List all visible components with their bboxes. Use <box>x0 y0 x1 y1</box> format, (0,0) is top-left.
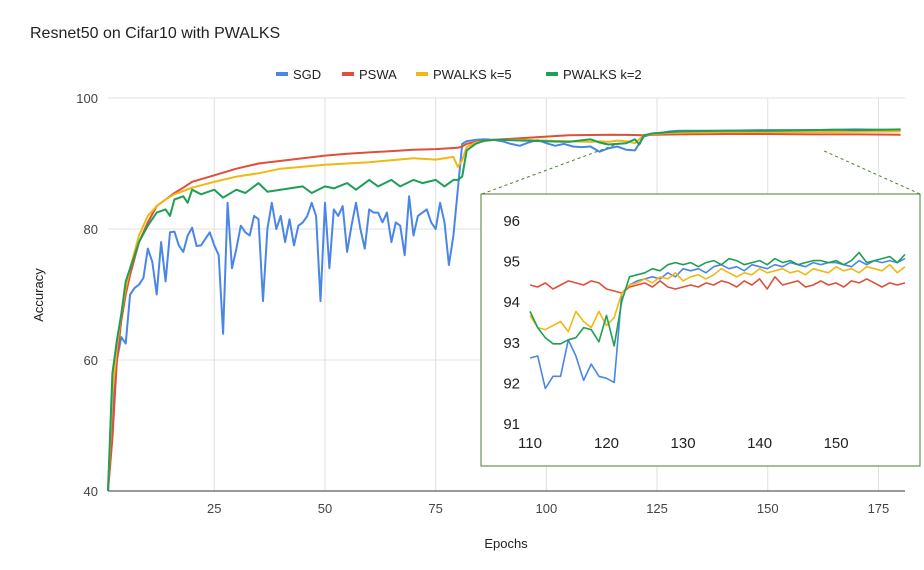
inset-series-line-pswa <box>529 275 906 294</box>
main-tick-labels: 40 60 80 100 25 50 75 100 125 150 175 <box>76 91 889 516</box>
series-line-sgd <box>107 128 901 492</box>
legend-label-sgd: SGD <box>293 67 321 82</box>
chart-title: Resnet50 on Cifar10 with PWALKS <box>30 25 280 42</box>
series-line-pswa <box>107 133 901 492</box>
legend-label-pswa: PSWA <box>359 67 397 82</box>
series-line-pwalks-k-2 <box>107 128 901 492</box>
x-tick-label: 125 <box>646 501 668 516</box>
zoom-connector-left <box>481 142 621 195</box>
inset-y-tick-label: 92 <box>503 375 520 392</box>
inset-x-tick-label: 130 <box>671 435 696 452</box>
inset-series-line-pwalks-k-2 <box>529 251 906 347</box>
inset-y-tick-label: 96 <box>503 213 520 230</box>
x-tick-label: 75 <box>428 501 442 516</box>
inset-x-tick-label: 150 <box>824 435 849 452</box>
x-tick-label: 150 <box>757 501 779 516</box>
inset-zoom-panel <box>480 193 921 467</box>
inset-series-lines <box>529 251 906 390</box>
legend-label-pwalks-k2: PWALKS k=2 <box>563 67 642 82</box>
main-series-lines <box>107 128 901 492</box>
y-tick-label: 80 <box>84 222 98 237</box>
zoom-connector-right <box>821 149 921 195</box>
x-tick-label: 175 <box>868 501 890 516</box>
x-tick-label: 25 <box>207 501 221 516</box>
y-tick-label: 40 <box>84 484 98 499</box>
inset-y-tick-label: 91 <box>503 416 520 433</box>
inset-series-line-pwalks-k-5 <box>529 263 906 333</box>
inset-x-tick-label: 140 <box>747 435 772 452</box>
legend-swatch-pwalks-k5 <box>416 72 428 76</box>
legend-swatch-pwalks-k2 <box>546 72 558 76</box>
legend: SGD PSWA PWALKS k=5 PWALKS k=2 <box>276 67 642 82</box>
x-axis-label: Epochs <box>484 536 528 551</box>
y-tick-label: 100 <box>76 91 98 106</box>
legend-swatch-pswa <box>342 72 354 76</box>
inset-y-tick-label: 93 <box>503 335 520 352</box>
inset-y-tick-label: 95 <box>503 254 520 271</box>
x-tick-label: 50 <box>318 501 332 516</box>
inset-tick-labels: 91 92 93 94 95 96 110 120 130 140 150 <box>503 213 848 452</box>
y-axis-label: Accuracy <box>31 268 46 322</box>
x-tick-label: 100 <box>535 501 557 516</box>
inset-x-tick-label: 120 <box>594 435 619 452</box>
legend-swatch-sgd <box>276 72 288 76</box>
y-tick-label: 60 <box>84 353 98 368</box>
legend-label-pwalks-k5: PWALKS k=5 <box>433 67 512 82</box>
inset-y-tick-label: 94 <box>503 294 520 311</box>
inset-x-tick-label: 110 <box>518 435 542 452</box>
